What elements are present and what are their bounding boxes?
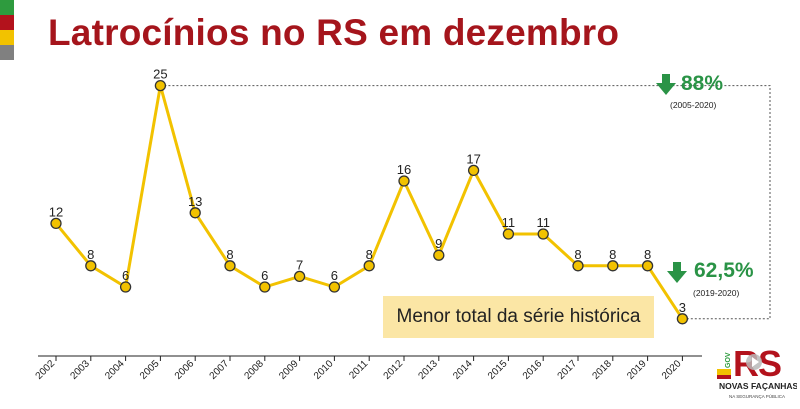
x-tick-label: 2012 [382,358,406,382]
data-point [50,217,62,230]
data-label: 3 [679,300,686,315]
data-label: 8 [87,247,94,262]
data-label: 8 [574,247,581,262]
data-point [502,228,515,240]
data-label: 9 [435,236,442,251]
dotted-connector-line [160,85,771,320]
data-point [398,175,410,187]
data-label: 6 [331,268,338,283]
x-tick-label: 2009 [277,358,301,382]
data-series: 12 8 6 25 13 8 6 7 6 8 16 9 17 11 11 8 8 8 3 [49,67,689,325]
data-label: 13 [188,194,202,209]
arrow-down-icon [656,74,676,95]
data-point [259,281,271,293]
x-tick-label: 2015 [486,358,510,382]
x-tick-label: 2002 [34,358,58,382]
x-tick-label: 2017 [556,358,580,382]
data-label: 12 [49,204,63,219]
data-point [641,260,654,272]
x-tick-label: 2014 [451,358,475,382]
annotation-88-range: (2005-2020) [670,100,717,110]
logo-line-1: NOVAS FAÇANHAS [719,381,797,391]
annotation-88-percent: 88% [681,72,724,95]
data-point [607,260,619,272]
data-point [467,164,480,177]
data-label: 8 [226,247,233,262]
data-label: 6 [261,268,268,283]
arrow-down-icon [667,262,687,283]
data-point [572,260,584,272]
data-point [85,260,97,272]
x-tick-label: 2010 [312,358,336,382]
rs-government-logo: GOV RS NOVAS FAÇANHAS NA SEGURANÇA PÚBLI… [717,343,797,399]
data-point [154,79,167,92]
data-point [537,228,549,240]
data-label: 7 [296,257,303,272]
data-point [224,260,236,272]
x-tick-label: 2007 [208,358,232,382]
x-tick-label: 2018 [590,358,614,382]
x-axis-tick-labels: 2002 2003 2004 2005 2006 2007 2008 2009 2010 2011… [34,358,684,382]
x-tick-label: 2013 [416,358,440,382]
x-tick-label: 2019 [625,358,649,382]
note-lowest-total: Menor total da série histórica [383,296,654,338]
data-point [189,207,201,219]
annotation-62-5-percent: 62,5% [694,259,754,282]
x-tick-label: 2020 [660,358,684,382]
flag-stripe-green [0,0,14,15]
data-label: 8 [366,247,373,262]
data-point [119,281,132,293]
data-point [293,270,306,283]
data-point [328,281,341,293]
data-point [363,260,375,272]
data-label: 8 [644,247,651,262]
data-label: 6 [122,268,129,283]
x-axis-ticks [55,356,683,361]
x-tick-label: 2003 [68,358,92,382]
series-line [54,84,684,320]
x-tick-label: 2016 [521,358,545,382]
logo-line-2: NA SEGURANÇA PÚBLICA [729,393,785,399]
annotation-62-5-range: (2019-2020) [693,288,740,298]
flag-stripe-red [0,15,14,30]
chart-title: Latrocínios no RS em dezembro [48,12,620,53]
x-tick-label: 2004 [103,358,127,382]
data-label: 11 [502,215,516,230]
annotation-88: 88% (2005-2020) [654,72,774,112]
data-label: 11 [536,215,550,230]
data-point [676,313,689,325]
flag-stripe-gray [0,45,14,60]
x-tick-label: 2011 [347,358,370,381]
x-tick-label: 2006 [173,358,197,382]
annotation-62-5: 62,5% (2019-2020) [665,259,785,301]
data-label: 16 [397,162,411,177]
annotation-connectors [160,85,771,320]
data-label: 25 [153,67,167,82]
data-point [433,249,445,261]
logo-vertical-text: GOV [725,352,732,368]
x-tick-label: 2008 [242,358,266,382]
data-label: 8 [609,247,616,262]
x-tick-label: 2005 [138,358,162,382]
data-label: 17 [466,151,480,166]
flag-stripe-yellow [0,30,14,45]
